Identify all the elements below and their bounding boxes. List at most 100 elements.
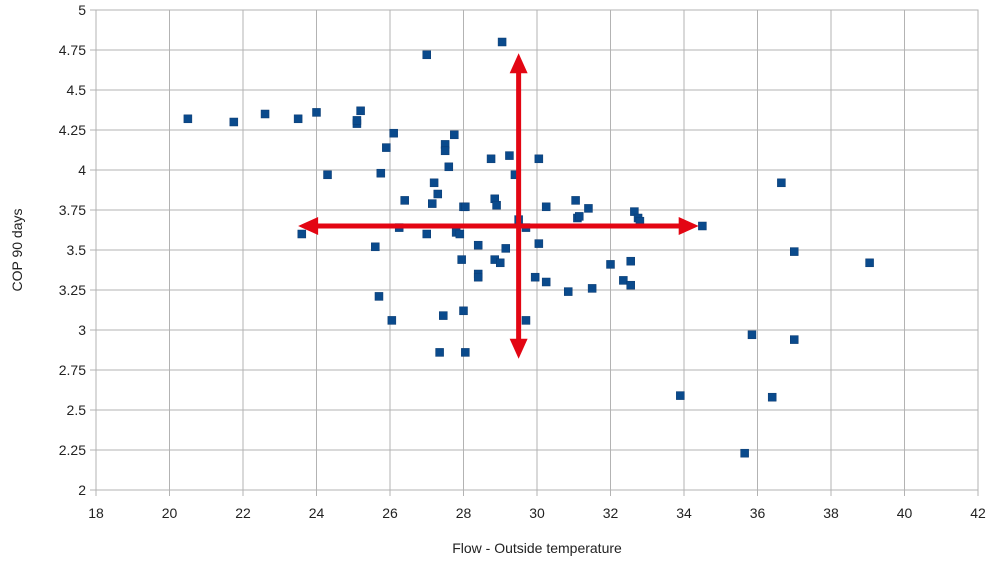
y-tick-label: 4.5 — [67, 82, 87, 98]
y-tick-label: 3 — [78, 322, 86, 338]
y-tick-label: 2.75 — [59, 362, 86, 378]
x-tick-label: 26 — [382, 505, 398, 521]
data-point — [382, 143, 391, 152]
x-axis-title: Flow - Outside temperature — [452, 540, 622, 556]
data-point — [521, 316, 531, 325]
x-tick-label: 22 — [235, 505, 251, 521]
data-point — [387, 316, 397, 325]
x-tick-label: 40 — [897, 505, 913, 521]
data-point — [606, 260, 615, 269]
data-point — [440, 146, 450, 156]
data-point — [790, 247, 799, 256]
data-point — [747, 330, 757, 340]
data-points — [183, 37, 874, 458]
data-point — [229, 117, 239, 127]
data-point — [497, 37, 507, 47]
data-point — [374, 292, 384, 301]
data-point — [400, 196, 409, 205]
data-point — [422, 50, 431, 60]
y-axis-title: COP 90 days — [9, 208, 25, 291]
data-point — [444, 162, 454, 172]
data-point — [698, 221, 707, 231]
data-point — [541, 277, 551, 287]
data-point — [563, 287, 573, 296]
data-point — [428, 199, 437, 208]
data-point — [435, 348, 444, 357]
data-point — [371, 242, 380, 252]
x-tick-label: 18 — [88, 505, 104, 521]
data-point — [767, 392, 777, 402]
data-point — [486, 154, 496, 164]
data-point — [740, 448, 749, 458]
arrow-head-right — [678, 217, 699, 235]
x-tick-label: 20 — [162, 505, 178, 521]
y-tick-label: 2.25 — [59, 442, 86, 458]
x-tick-label: 24 — [309, 505, 325, 521]
plot-area-border — [95, 9, 979, 491]
data-point — [790, 335, 799, 344]
data-point — [534, 154, 544, 164]
data-point — [626, 280, 635, 290]
data-point — [422, 229, 431, 239]
data-point — [575, 212, 584, 221]
data-point — [389, 128, 398, 138]
data-point — [473, 272, 483, 282]
data-point — [530, 272, 540, 282]
data-point — [777, 178, 786, 188]
data-point — [323, 170, 332, 180]
x-tick-label: 42 — [970, 505, 986, 521]
data-point — [450, 130, 459, 140]
data-point — [626, 256, 635, 266]
data-point — [534, 239, 544, 248]
y-tick-label: 4 — [78, 162, 86, 178]
y-tick-label: 3.25 — [59, 282, 86, 298]
data-point — [461, 348, 470, 357]
data-point — [541, 202, 551, 212]
data-point — [571, 196, 580, 205]
data-point — [619, 276, 628, 285]
arrow-head-down — [509, 338, 528, 359]
data-point — [260, 109, 270, 119]
x-tick-label: 36 — [750, 505, 766, 521]
data-point — [473, 240, 483, 250]
data-point — [505, 151, 514, 160]
arrow-head-left — [298, 217, 319, 235]
data-point — [439, 311, 448, 320]
data-point — [429, 178, 439, 188]
data-point — [356, 106, 365, 116]
x-tick-label: 38 — [823, 505, 839, 521]
y-tick-label: 2.5 — [67, 402, 87, 418]
data-point — [297, 229, 307, 239]
data-point — [455, 229, 465, 239]
x-tick-label: 34 — [676, 505, 692, 521]
data-point — [457, 255, 466, 264]
data-point — [459, 306, 468, 316]
data-point — [587, 284, 597, 293]
annotation-arrows — [298, 53, 699, 359]
data-point — [676, 391, 685, 400]
data-point — [312, 108, 321, 117]
data-point — [865, 258, 874, 268]
x-tick-label: 28 — [456, 505, 472, 521]
data-point — [496, 258, 505, 268]
arrow-head-up — [509, 53, 528, 74]
y-tick-label: 3.5 — [67, 242, 87, 258]
x-tick-label: 30 — [529, 505, 545, 521]
data-point — [433, 189, 443, 199]
axis-ticks: 18 20 22 24 26 28 30 32 34 36 38 40 42 2 2.25 2.5 2.75 3 3… — [59, 2, 986, 521]
data-point — [352, 116, 362, 125]
y-tick-label: 4.75 — [59, 42, 86, 58]
x-tick-label: 32 — [603, 505, 619, 521]
y-tick-label: 4.25 — [59, 122, 86, 138]
y-tick-label: 5 — [78, 2, 86, 18]
grid — [90, 9, 979, 496]
data-point — [584, 204, 593, 213]
data-point — [293, 114, 303, 124]
data-point — [492, 200, 501, 210]
data-point — [376, 168, 386, 178]
y-tick-label: 3.75 — [59, 202, 86, 218]
data-point — [461, 202, 470, 212]
data-point — [501, 244, 511, 253]
